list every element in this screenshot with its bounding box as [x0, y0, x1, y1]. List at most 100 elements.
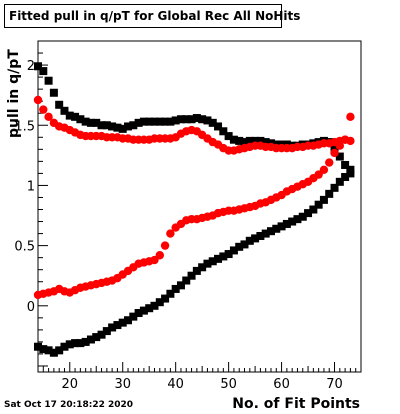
data-point	[145, 304, 154, 313]
data-point	[335, 141, 345, 150]
data-point	[33, 95, 43, 105]
x-tick-label: 70	[326, 377, 343, 392]
data-point	[92, 118, 101, 127]
data-point	[251, 136, 260, 145]
y-tick-label: 2	[27, 59, 35, 74]
data-point	[309, 205, 318, 214]
data-point	[346, 112, 355, 122]
data-point	[97, 121, 106, 130]
data-point	[346, 169, 355, 178]
data-point	[166, 229, 175, 238]
data-point	[214, 254, 223, 263]
data-point	[44, 112, 53, 122]
data-point	[235, 242, 244, 251]
data-point	[71, 112, 80, 121]
data-point	[304, 209, 313, 218]
data-point	[325, 189, 334, 198]
data-point	[44, 76, 53, 85]
data-point	[198, 115, 207, 124]
data-point	[60, 342, 69, 351]
data-point	[335, 177, 344, 186]
data-point	[113, 123, 122, 132]
data-point	[192, 266, 201, 275]
data-point	[49, 88, 58, 97]
data-point	[155, 251, 164, 260]
data-point	[161, 294, 170, 303]
data-point	[65, 111, 74, 120]
x-tick-label: 40	[167, 377, 184, 392]
data-point	[108, 122, 117, 131]
data-point	[55, 346, 64, 355]
data-point	[129, 121, 138, 130]
data-point	[129, 312, 138, 321]
data-point	[277, 222, 286, 231]
data-point	[86, 335, 95, 344]
x-tick-label: 20	[61, 377, 78, 392]
data-point	[113, 321, 122, 330]
y-tick-label: 0.5	[14, 240, 35, 255]
data-point	[341, 160, 350, 169]
data-point	[330, 148, 339, 158]
data-point	[224, 132, 233, 141]
data-point	[330, 183, 339, 192]
data-point	[208, 118, 217, 127]
data-point	[314, 200, 323, 209]
data-point	[240, 240, 249, 249]
y-axis-label: pull in q/pT	[6, 49, 22, 138]
y-tick-label: 1	[27, 179, 35, 194]
data-point	[55, 100, 64, 109]
data-point	[229, 246, 238, 255]
data-point	[261, 229, 270, 238]
data-point	[182, 276, 191, 285]
data-point	[335, 152, 344, 161]
data-point	[81, 117, 90, 126]
data-point	[92, 333, 101, 342]
data-point	[166, 117, 175, 126]
chart-title: Fitted pull in q/pT for Global Rec All N…	[4, 4, 300, 28]
data-point	[161, 117, 170, 126]
data-point	[293, 215, 302, 224]
data-point	[39, 105, 48, 114]
data-point	[198, 263, 207, 272]
data-point	[34, 62, 42, 71]
data-point	[187, 271, 196, 280]
data-point	[139, 306, 148, 315]
data-point	[214, 122, 223, 131]
data-point	[341, 173, 350, 182]
data-point	[219, 252, 228, 261]
y-tick-label: 0	[27, 300, 35, 315]
data-point	[288, 217, 297, 226]
data-point	[182, 115, 191, 124]
data-point	[71, 339, 80, 348]
data-point	[102, 121, 111, 130]
data-point	[34, 342, 42, 351]
data-point	[224, 250, 233, 259]
data-point	[245, 136, 254, 145]
data-point	[124, 122, 133, 131]
data-point	[124, 316, 133, 325]
data-point	[65, 340, 74, 349]
data-point	[171, 284, 180, 293]
data-point	[76, 115, 85, 124]
data-point	[134, 118, 143, 127]
data-point	[266, 227, 275, 236]
data-point	[150, 301, 159, 310]
y-tick-label: 1.5	[14, 119, 35, 134]
data-point	[208, 257, 217, 266]
data-point	[340, 135, 350, 144]
data-point	[39, 67, 48, 76]
data-point	[203, 259, 212, 268]
data-point	[272, 224, 281, 233]
data-point	[81, 337, 90, 346]
data-point	[49, 348, 58, 357]
data-point	[330, 144, 339, 153]
data-point	[298, 212, 307, 221]
data-point	[256, 136, 265, 145]
data-point	[86, 118, 95, 127]
data-point	[282, 219, 291, 228]
data-point	[187, 115, 196, 124]
data-point	[150, 117, 159, 126]
data-point	[39, 345, 48, 354]
data-point	[251, 234, 260, 243]
